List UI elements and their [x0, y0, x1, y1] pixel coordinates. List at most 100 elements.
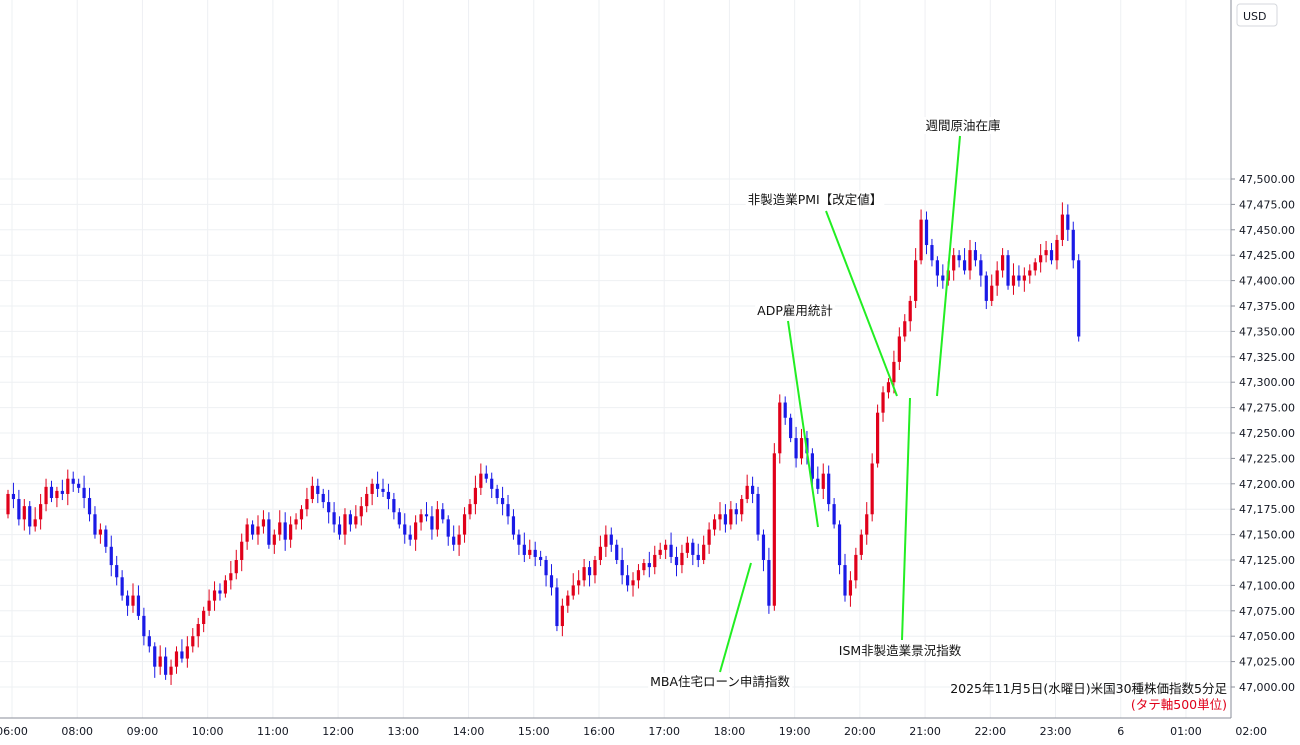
candle: [789, 413, 793, 443]
candle-body: [750, 485, 755, 494]
candle: [1044, 240, 1048, 263]
candle-body: [294, 519, 298, 525]
candle: [816, 466, 820, 494]
candle: [1049, 243, 1054, 265]
annotation-leader-oil: [936, 135, 961, 397]
candle: [207, 589, 211, 616]
x-tick-label: 12:00: [322, 725, 354, 738]
x-tick-label: 17:00: [648, 725, 680, 738]
candle: [289, 516, 293, 548]
y-tick-label: 47,275.00: [1239, 402, 1295, 415]
candle-body: [620, 560, 624, 576]
candle-body: [533, 549, 537, 557]
candle: [6, 489, 10, 519]
candle: [778, 394, 782, 464]
candle: [1033, 258, 1037, 276]
candle-body: [441, 509, 445, 520]
candle: [98, 523, 102, 544]
y-tick-label: 47,050.00: [1239, 630, 1295, 643]
candle-body: [511, 516, 516, 535]
candle: [430, 506, 434, 540]
annotation-leader-pmi: [825, 210, 898, 397]
candle: [843, 553, 847, 602]
candle: [473, 475, 478, 515]
chart-caption: 2025年11月5日(水曜日)米国30種株価指数5分足: [950, 681, 1227, 696]
candle: [245, 518, 249, 550]
candle-body: [669, 544, 673, 557]
candle-body: [539, 556, 543, 560]
candle-body: [549, 575, 554, 588]
candle-body: [908, 300, 912, 322]
candle: [555, 578, 559, 632]
candle: [153, 642, 157, 678]
candle-body: [468, 504, 472, 515]
candle-body: [734, 509, 738, 515]
candle: [696, 543, 700, 568]
candle-body: [865, 514, 869, 535]
candle-body: [1049, 250, 1054, 261]
y-tick-label: 47,225.00: [1239, 452, 1295, 465]
candle-body: [1033, 262, 1037, 271]
candle-body: [343, 514, 347, 535]
candle-body: [207, 600, 211, 611]
candle-body: [789, 417, 793, 439]
candle-body: [957, 255, 961, 261]
candle-body: [843, 565, 847, 596]
candle: [359, 497, 363, 526]
candle: [441, 503, 445, 524]
candle-body: [984, 275, 988, 301]
candle-body: [745, 485, 749, 500]
y-tick-label: 47,000.00: [1239, 681, 1295, 694]
y-tick-label: 47,400.00: [1239, 275, 1295, 288]
candle-body: [1077, 260, 1081, 337]
y-tick-label: 47,500.00: [1239, 173, 1295, 186]
candle: [979, 254, 983, 287]
candle-body: [375, 483, 380, 489]
annotation-mba: MBA住宅ローン申請指数: [650, 674, 790, 689]
candle-body: [22, 506, 26, 520]
candle-body: [158, 656, 162, 667]
y-tick-label: 47,175.00: [1239, 503, 1295, 516]
candle-body: [250, 524, 255, 535]
candle: [539, 550, 543, 567]
candle-body: [723, 514, 728, 525]
candle-body: [337, 524, 342, 535]
candle: [511, 509, 516, 540]
y-tick-label: 47,025.00: [1239, 656, 1295, 669]
candle-body: [164, 656, 168, 675]
candle: [33, 507, 37, 532]
candle: [283, 512, 287, 551]
candle-body: [272, 534, 276, 545]
candle: [446, 515, 450, 546]
candle-body: [332, 512, 336, 525]
candle-body: [98, 529, 102, 535]
candle-body: [120, 577, 124, 596]
candle-body: [625, 575, 630, 586]
candle: [799, 428, 804, 465]
y-tick-label: 47,425.00: [1239, 249, 1295, 262]
candle: [908, 295, 912, 332]
candle-body: [354, 516, 358, 525]
candle-body: [593, 560, 597, 576]
candle-body: [153, 646, 157, 667]
candle-body: [767, 560, 771, 606]
x-tick-label: 6: [1117, 725, 1124, 738]
annotation-bg-mba: [648, 673, 793, 690]
candle: [22, 499, 26, 531]
candle-body: [397, 512, 401, 525]
candle: [832, 498, 836, 529]
candle-body: [299, 509, 304, 520]
candle: [642, 558, 646, 576]
candle: [414, 515, 418, 551]
candle-body: [506, 504, 510, 517]
candle-body: [707, 529, 711, 545]
candle: [1017, 265, 1021, 287]
candle-body: [914, 260, 918, 301]
candle: [941, 264, 945, 289]
candle: [44, 478, 48, 512]
candle: [653, 545, 657, 575]
candle-body: [115, 565, 119, 578]
candle: [381, 478, 385, 498]
candle: [272, 529, 276, 554]
candle: [375, 471, 380, 498]
